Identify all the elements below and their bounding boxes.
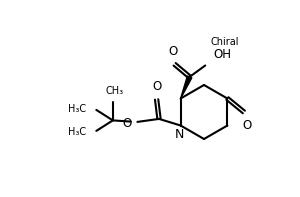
Text: O: O (123, 117, 132, 130)
Text: O: O (168, 45, 177, 58)
Polygon shape (181, 76, 192, 98)
Text: O: O (243, 119, 252, 132)
Text: CH₃: CH₃ (105, 86, 123, 96)
Text: O: O (152, 80, 161, 93)
Text: H₃C: H₃C (68, 127, 86, 137)
Text: OH: OH (214, 48, 232, 61)
Text: Chiral: Chiral (211, 37, 239, 47)
Text: N: N (174, 128, 184, 141)
Text: H₃C: H₃C (68, 104, 86, 114)
